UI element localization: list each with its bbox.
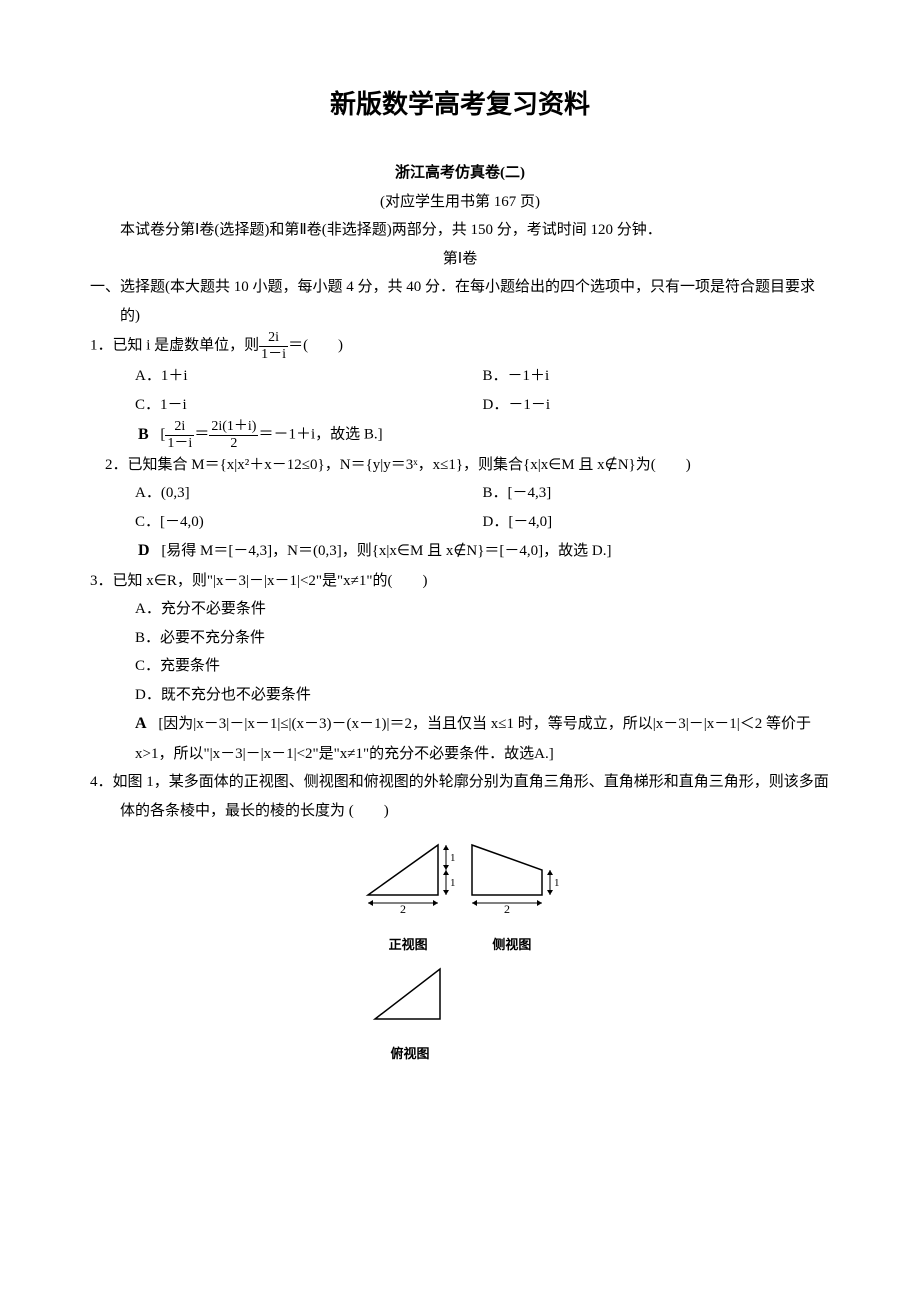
q1-option-c: C．1－i xyxy=(135,391,483,420)
exam-intro: 本试卷分第Ⅰ卷(选择题)和第Ⅱ卷(非选择题)两部分，共 150 分，考试时间 1… xyxy=(90,216,830,245)
question-3: 3．已知 x∈R，则"|x－3|－|x－1|<2"是"x≠1"的( ) xyxy=(90,567,830,596)
q2-option-b: B．[－4,3] xyxy=(483,479,831,508)
q1-sol-frac1: 2i1－i xyxy=(165,419,194,451)
dim-2: 2 xyxy=(400,902,406,916)
q2-option-d: D．[－4,0] xyxy=(483,508,831,537)
q2-solution: [易得 M＝[－4,3]，N＝(0,3]，则{x|x∈M 且 x∉N}＝[－4,… xyxy=(161,543,611,559)
q2-stem: 2．已知集合 M＝{x|x²＋x－12≤0}，N＝{y|y＝3ˣ，x≤1}，则集… xyxy=(105,457,691,473)
q2-options-row2: C．[－4,0) D．[－4,0] xyxy=(90,508,830,537)
figure-row1: 2 1 1 2 1 xyxy=(90,835,830,931)
question-2: 2．已知集合 M＝{x|x²＋x－12≤0}，N＝{y|y＝3ˣ，x≤1}，则集… xyxy=(90,451,830,480)
q4-figure: 2 1 1 2 1 正视图 侧视图 俯视图 xyxy=(90,835,830,1068)
q2-options-row1: A．(0,3] B．[－4,3] xyxy=(90,479,830,508)
q3-option-c: C．充要条件 xyxy=(90,652,830,681)
q1-stem-pre: 1．已知 i 是虚数单位，则 xyxy=(90,338,259,354)
side-view-svg: 2 1 xyxy=(462,835,562,920)
figure-row1-labels: 正视图 侧视图 xyxy=(90,931,830,960)
q1-sol-post: ＝－1＋i，故选 B.] xyxy=(258,427,382,443)
page-title: 新版数学高考复习资料 xyxy=(90,80,830,129)
front-view-svg: 2 1 1 xyxy=(358,835,458,920)
q2-option-c: C．[－4,0) xyxy=(135,508,483,537)
question-4: 4．如图 1，某多面体的正视图、侧视图和俯视图的外轮廓分别为直角三角形、直角梯形… xyxy=(90,768,830,825)
q2-answer-label: D xyxy=(138,542,150,559)
sub-title: 浙江高考仿真卷(二) xyxy=(90,159,830,188)
figure-row2 xyxy=(90,959,830,1040)
page-reference: (对应学生用书第 167 页) xyxy=(90,188,830,217)
q1-sol-eq1: ＝ xyxy=(194,427,209,443)
q1-options-row2: C．1－i D．－1－i xyxy=(90,391,830,420)
q3-option-d: D．既不充分也不必要条件 xyxy=(90,681,830,710)
section-1-heading: 一、选择题(本大题共 10 小题，每小题 4 分，共 40 分．在每小题给出的四… xyxy=(90,273,830,330)
side-view-label: 侧视图 xyxy=(462,933,562,958)
volume-heading: 第Ⅰ卷 xyxy=(90,245,830,274)
q1-answer-label: B xyxy=(138,426,149,443)
q1-sol-frac2: 2i(1＋i)2 xyxy=(209,419,258,451)
q3-answer-label: A xyxy=(135,715,147,732)
dim-2b: 2 xyxy=(504,902,510,916)
q1-option-a: A．1＋i xyxy=(135,362,483,391)
front-view-label: 正视图 xyxy=(358,933,458,958)
dim-1c: 1 xyxy=(554,877,560,889)
q2-answer: D [易得 M＝[－4,3]，N＝(0,3]，则{x|x∈M 且 x∉N}＝[－… xyxy=(90,536,830,566)
q3-option-a: A．充分不必要条件 xyxy=(90,595,830,624)
q3-answer: A [因为|x－3|－|x－1|≤|(x－3)－(x－1)|＝2，当且仅当 x≤… xyxy=(90,709,830,768)
q1-stem-post: ＝( ) xyxy=(288,338,343,354)
dim-1b: 1 xyxy=(450,877,456,889)
q1-answer: B [2i1－i＝2i(1＋i)2＝－1＋i，故选 B.] xyxy=(90,419,830,451)
question-1: 1．已知 i 是虚数单位，则2i1－i＝( ) xyxy=(90,330,830,362)
top-view-label: 俯视图 xyxy=(360,1042,460,1067)
dim-1a: 1 xyxy=(450,852,456,864)
q3-solution: [因为|x－3|－|x－1|≤|(x－3)－(x－1)|＝2，当且仅当 x≤1 … xyxy=(135,716,811,761)
q1-option-d: D．－1－i xyxy=(483,391,831,420)
q1-fraction: 2i1－i xyxy=(259,330,288,362)
q2-option-a: A．(0,3] xyxy=(135,479,483,508)
q1-options-row1: A．1＋i B．－1＋i xyxy=(90,362,830,391)
q1-option-b: B．－1＋i xyxy=(483,362,831,391)
q3-option-b: B．必要不充分条件 xyxy=(90,624,830,653)
figure-row2-labels: 俯视图 xyxy=(90,1040,830,1069)
top-view-svg xyxy=(360,959,460,1029)
